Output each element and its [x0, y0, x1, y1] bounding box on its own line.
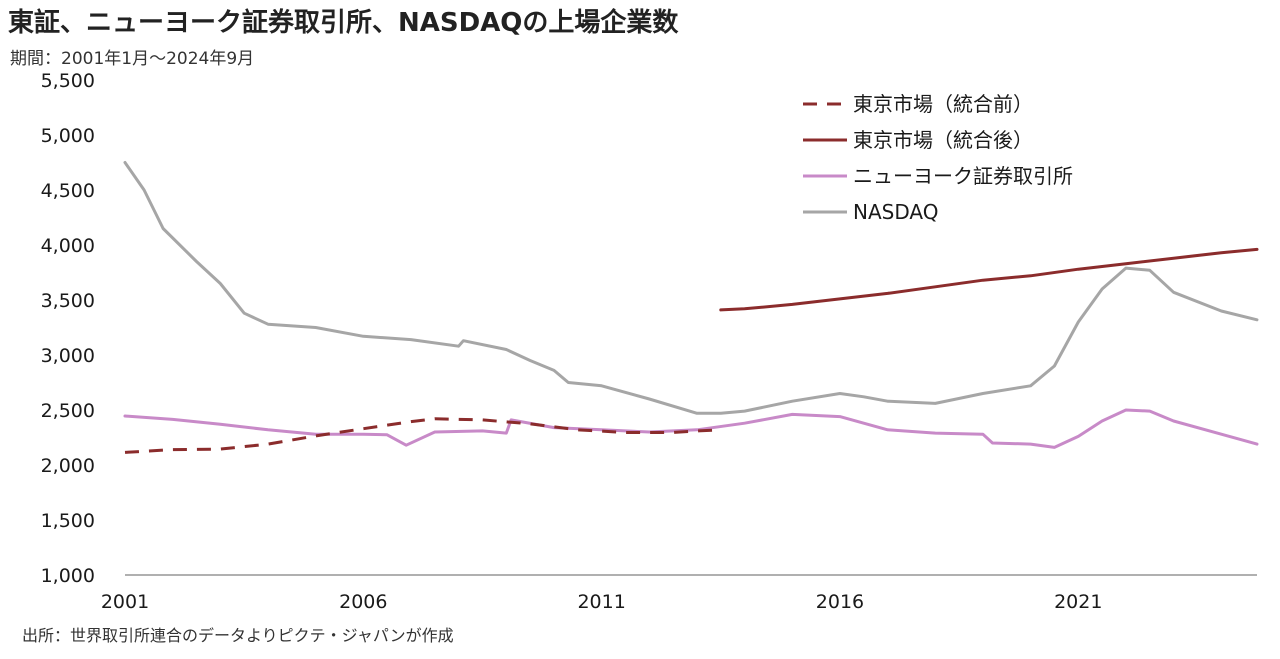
x-tick-label: 2011 — [577, 591, 625, 613]
legend-label: NASDAQ — [853, 200, 938, 224]
legend-label: 東京市場（統合前） — [853, 92, 1033, 116]
y-tick-label: 4,500 — [41, 180, 95, 202]
source-note: 出所：世界取引所連合のデータよりピクテ・ジャパンが作成 — [22, 626, 454, 645]
chart-subtitle: 期間：2001年1月～2024年9月 — [10, 49, 255, 69]
series-layer — [123, 161, 1259, 454]
x-tick-label: 2016 — [816, 591, 864, 613]
x-tick-label: 2021 — [1054, 591, 1102, 613]
series-line-1 — [719, 247, 1259, 312]
y-tick-label: 3,500 — [41, 290, 95, 312]
y-tick-label: 2,000 — [41, 455, 95, 477]
y-tick-label: 1,500 — [41, 510, 95, 532]
series-line-3 — [123, 161, 1259, 415]
chart-title: 東証、ニューヨーク証券取引所、NASDAQの上場企業数 — [8, 8, 679, 38]
legend: 東京市場（統合前） 東京市場（統合後） ニューヨーク証券取引所 NASDAQ — [803, 92, 1073, 224]
legend-label: ニューヨーク証券取引所 — [853, 164, 1073, 188]
x-tick-label: 2001 — [101, 591, 149, 613]
x-tick-label: 2006 — [339, 591, 387, 613]
x-axis: 2001 2006 2011 2016 2021 — [101, 574, 1257, 613]
y-axis-ticks: 1,000 1,500 2,000 2,500 3,000 3,500 4,000 4,500… — [41, 70, 95, 587]
y-tick-label: 1,000 — [41, 565, 95, 587]
series-line-2 — [123, 408, 1259, 449]
y-tick-label: 5,000 — [41, 125, 95, 147]
y-tick-label: 3,000 — [41, 345, 95, 367]
y-tick-label: 5,500 — [41, 70, 95, 92]
y-tick-label: 2,500 — [41, 400, 95, 422]
y-tick-label: 4,000 — [41, 235, 95, 257]
series-line-0 — [124, 417, 721, 454]
legend-label: 東京市場（統合後） — [853, 128, 1033, 152]
